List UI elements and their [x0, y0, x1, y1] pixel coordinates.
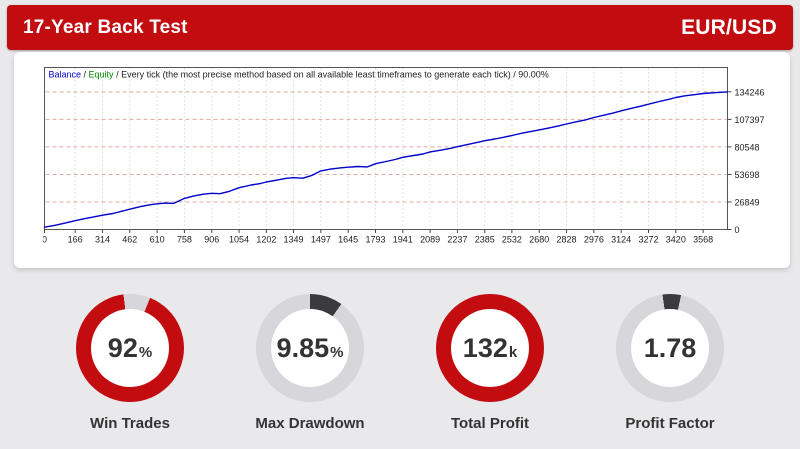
- gauge-max-drawdown: 9.85% Max Drawdown: [255, 294, 365, 432]
- donut-ring-total-profit: 132 k: [436, 294, 544, 402]
- x-tick-label: 2976: [584, 235, 604, 245]
- x-tick-label: 2532: [502, 235, 522, 245]
- x-tick-label: 1793: [365, 235, 385, 245]
- chart-card: 0 166 314 462 610 758 906 1054 1202 1349 1497 1645 1…: [14, 52, 790, 268]
- donut-ring-profit-factor: 1.78: [616, 294, 724, 402]
- y-tick-label: 0: [735, 225, 740, 235]
- donut-center: 132 k: [451, 309, 529, 387]
- gauge-total-profit: 132 k Total Profit: [436, 294, 544, 432]
- balance-chart: 0 166 314 462 610 758 906 1054 1202 1349 1497 1645 1…: [43, 67, 765, 245]
- gauge-value: 1.78: [643, 332, 697, 363]
- donut-center: 92%: [91, 309, 169, 387]
- x-tick-label: 1054: [229, 235, 249, 245]
- gauge-number: 1.78: [643, 332, 697, 363]
- x-tick-label: 3124: [611, 235, 631, 245]
- gauge-label-win-trades: Win Trades: [90, 415, 170, 432]
- y-tick-label: 134246: [735, 87, 765, 97]
- x-tick-label: 3568: [693, 235, 713, 245]
- backtest-report: 17-Year Back Test EUR/USD 0 166 314 462 610 7…: [0, 5, 800, 432]
- x-tick-label: 610: [150, 235, 165, 245]
- gauge-value: 132 k: [462, 332, 518, 363]
- y-tick-label: 107397: [735, 115, 765, 125]
- currency-pair: EUR/USD: [681, 15, 777, 39]
- x-tick-label: 1349: [284, 235, 304, 245]
- x-tick-label: 2237: [447, 235, 467, 245]
- x-tick-label: 0: [43, 235, 47, 245]
- x-tick-label: 1941: [393, 235, 413, 245]
- y-tick-label: 26849: [735, 197, 760, 207]
- gauge-number: 92: [107, 332, 138, 363]
- x-tick-label: 166: [68, 235, 83, 245]
- x-tick-label: 1202: [256, 235, 276, 245]
- donut-center: 9.85%: [271, 309, 349, 387]
- x-tick-label: 3420: [666, 235, 686, 245]
- x-tick-label: 2385: [475, 235, 495, 245]
- gauge-unit: k: [508, 343, 518, 361]
- x-tick-label: 1497: [311, 235, 331, 245]
- chart-frame: [44, 67, 728, 230]
- balance-line: [43, 91, 729, 228]
- gauge-unit: %: [138, 343, 153, 361]
- donut-ring-win-trades: 92%: [76, 294, 184, 402]
- gauge-value: 92%: [107, 332, 153, 363]
- donut-center: 1.78: [631, 309, 709, 387]
- gauge-label-total-profit: Total Profit: [450, 415, 530, 432]
- chart-legend: Balance / Equity / Every tick (the most …: [49, 70, 549, 80]
- x-tick-label: 758: [177, 235, 192, 245]
- gauge-profit-factor: 1.78 Profit Factor: [616, 294, 724, 432]
- x-tick-label: 906: [204, 235, 219, 245]
- x-tick-label: 2680: [529, 235, 549, 245]
- gauge-win-trades: 92% Win Trades: [76, 294, 184, 432]
- page-title: 17-Year Back Test: [23, 16, 188, 38]
- x-tick-label: 2089: [420, 235, 440, 245]
- gauge-unit: %: [330, 343, 344, 361]
- donut-ring-max-drawdown: 9.85%: [256, 294, 364, 402]
- x-tick-label: 1645: [338, 235, 358, 245]
- gauge-label-profit-factor: Profit Factor: [625, 415, 715, 432]
- y-tick-label: 80548: [735, 142, 760, 152]
- x-tick-label: 462: [122, 235, 137, 245]
- x-tick-label: 314: [95, 235, 110, 245]
- y-tick-label: 53698: [735, 170, 760, 180]
- x-tick-label: 3272: [638, 235, 658, 245]
- header-bar: 17-Year Back Test EUR/USD: [7, 5, 793, 50]
- stats-row: 92% Win Trades 9.85% Max Drawdown 132 k Total …: [0, 268, 800, 432]
- x-tick-label: 2828: [557, 235, 577, 245]
- gauge-value: 9.85%: [276, 332, 344, 363]
- gauge-number: 9.85: [276, 332, 330, 363]
- gauge-number: 132: [462, 332, 508, 363]
- gauge-label-max-drawdown: Max Drawdown: [255, 415, 365, 432]
